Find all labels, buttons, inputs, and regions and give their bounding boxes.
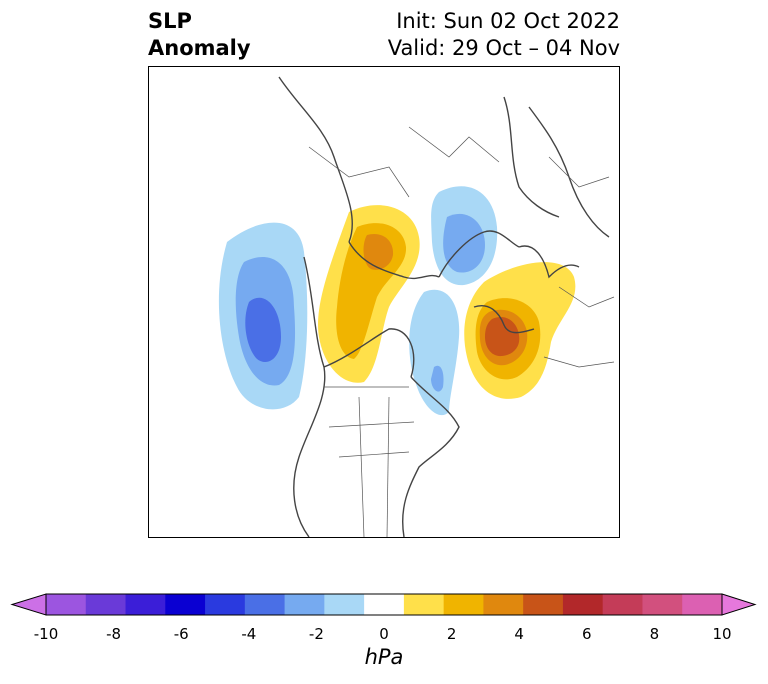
colorbar-segment (125, 594, 166, 615)
colorbar-segment (85, 594, 127, 615)
colorbar-tick-label: 10 (712, 625, 732, 643)
colorbar-segment (364, 594, 405, 615)
map-dates: Init: Sun 02 Oct 2022 Valid: 29 Oct – 04… (388, 8, 620, 62)
colorbar-outline (45, 593, 723, 616)
colorbar-tick-label: 2 (446, 625, 457, 643)
colorbar-tick-label: -8 (106, 625, 122, 643)
anomaly-map (218, 76, 615, 537)
colorbar-tick-label: 8 (649, 625, 660, 643)
colorbar-segment (523, 594, 564, 615)
colorbar-segment (403, 594, 445, 615)
high-anomaly-europe (464, 262, 576, 399)
colorbar-segment (642, 594, 683, 615)
colorbar-extend-min (10, 593, 47, 616)
country-borders (308, 126, 615, 537)
colorbar-segment (602, 594, 643, 615)
colorbar-segment (284, 594, 325, 615)
low-anomaly-arctic (409, 186, 498, 416)
map-panel (148, 66, 620, 538)
colorbar-tick-label: -10 (33, 625, 59, 643)
colorbar-segments (10, 593, 757, 616)
valid-range: Valid: 29 Oct – 04 Nov (387, 36, 620, 60)
init-date: Init: Sun 02 Oct 2022 (396, 9, 620, 33)
colorbar-segment (562, 594, 604, 615)
low-anomaly-pacific (218, 222, 308, 410)
colorbar-segment (46, 594, 87, 615)
colorbar-tick-label: 6 (582, 625, 592, 643)
title-line-1: SLP (148, 9, 192, 33)
colorbar-tick-label: 4 (514, 625, 524, 643)
colorbar-segment (205, 594, 246, 615)
colorbar-segment (443, 594, 484, 615)
colorbar-segment (483, 594, 524, 615)
colorbar-segment (244, 594, 286, 615)
colorbar-segment (165, 594, 206, 615)
colorbar (10, 593, 757, 616)
title-line-2: Anomaly (148, 36, 251, 60)
colorbar-extend-max (721, 593, 757, 616)
colorbar-tick-label: -6 (173, 625, 189, 643)
map-title: SLP Anomaly (148, 8, 251, 62)
colorbar-tick-label: 0 (379, 625, 389, 643)
colorbar-segment (682, 594, 723, 615)
high-anomaly-arctic (318, 205, 420, 383)
colorbar-unit-label: hPa (364, 645, 404, 669)
colorbar-tick-label: -2 (308, 625, 324, 643)
coastlines (278, 76, 610, 537)
colorbar-tick-label: -4 (241, 625, 257, 643)
colorbar-segment (324, 594, 365, 615)
